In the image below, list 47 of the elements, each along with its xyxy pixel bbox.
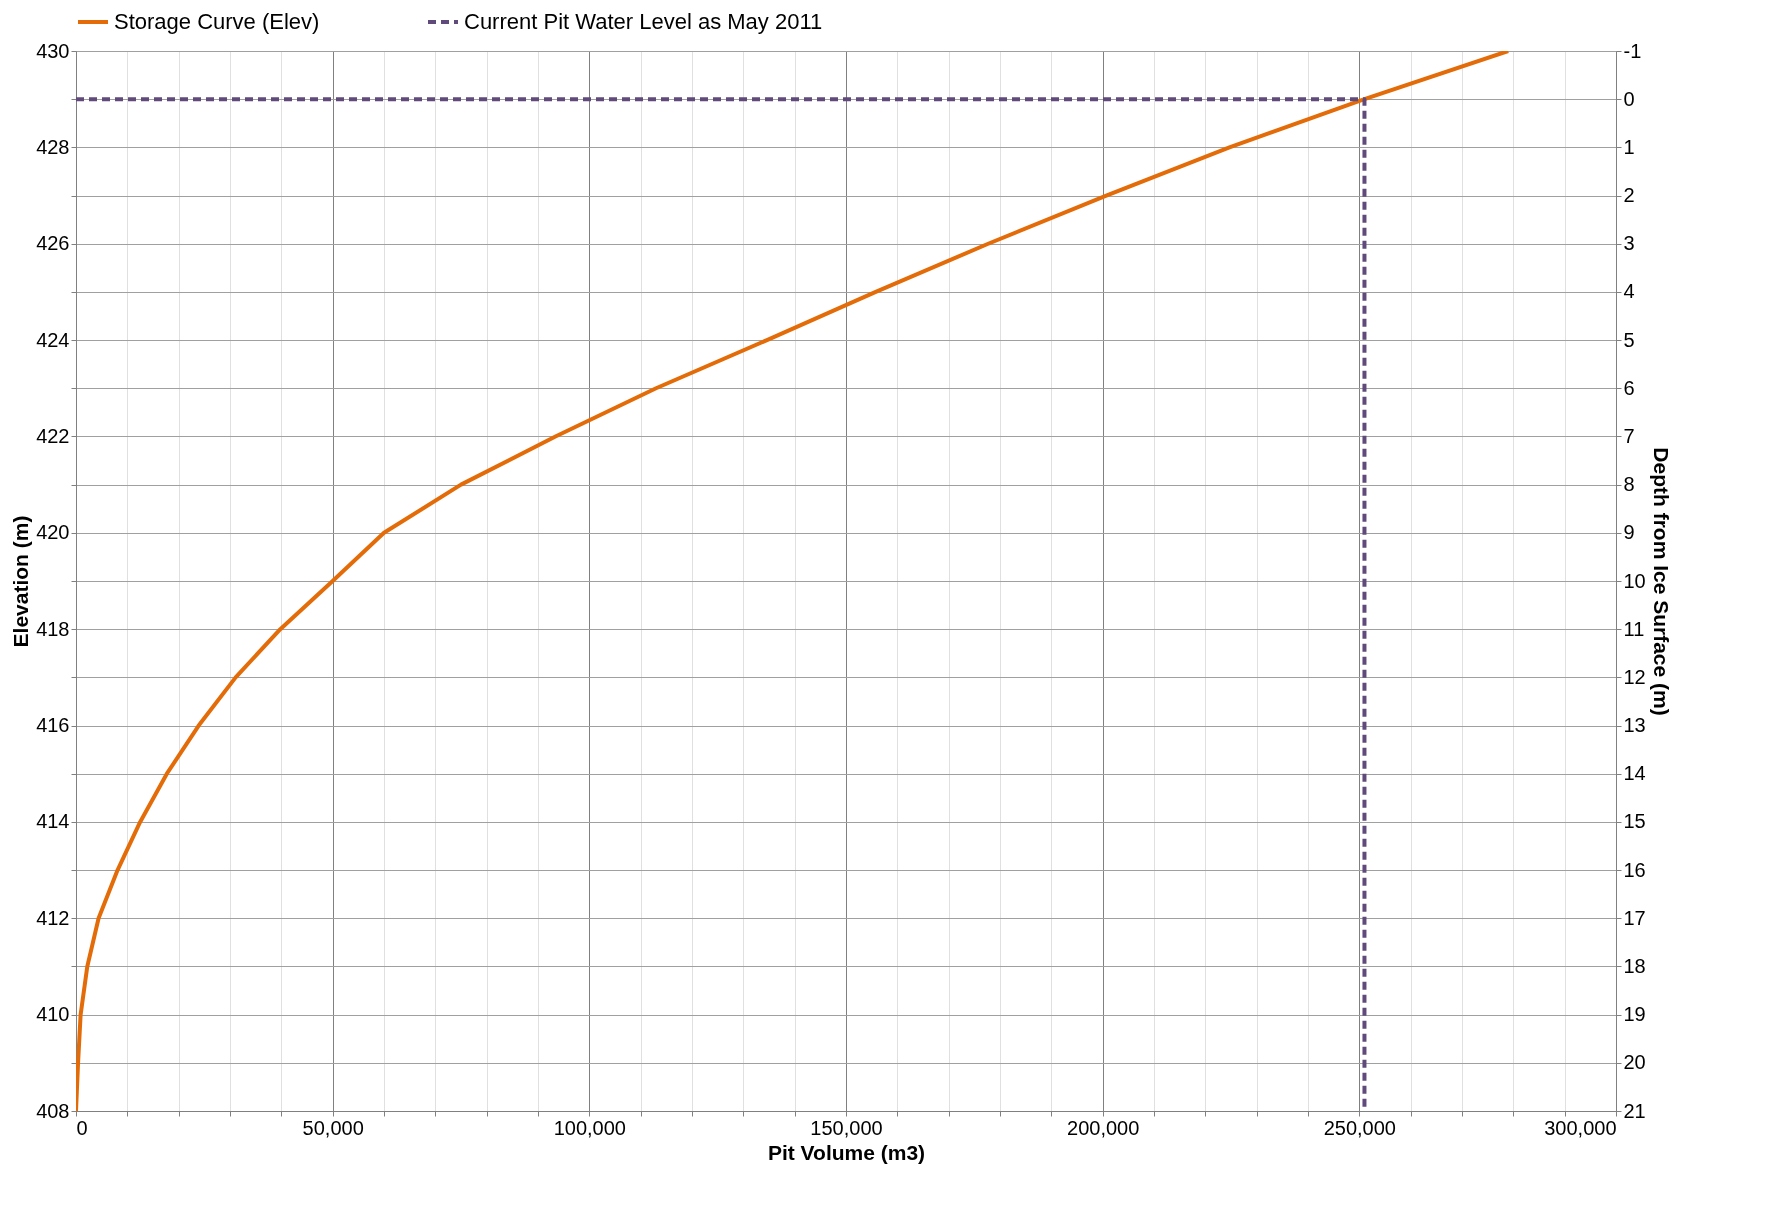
y-tick-label: 414 <box>36 810 70 833</box>
y2-tick-label: 18 <box>1623 954 1646 977</box>
legend-label: Current Pit Water Level as May 2011 <box>464 9 823 34</box>
y2-tick-label: 9 <box>1623 521 1635 544</box>
y2-tick-label: 8 <box>1623 473 1635 496</box>
y2-tick-label: 1 <box>1623 135 1635 158</box>
y-tick-label: 418 <box>36 617 70 640</box>
legend-label: Storage Curve (Elev) <box>114 9 320 34</box>
y2-tick-label: 12 <box>1623 665 1646 688</box>
y2-tick-label: 4 <box>1623 280 1635 303</box>
y2-tick-label: 7 <box>1623 424 1635 447</box>
y2-tick-label: 11 <box>1623 617 1645 640</box>
y2-tick-label: 0 <box>1623 87 1635 110</box>
y-tick-label: 422 <box>36 424 70 447</box>
y2-tick-label: 21 <box>1623 1099 1646 1122</box>
y-tick-label: 424 <box>36 328 70 351</box>
y-axis-title: Elevation (m) <box>9 515 33 648</box>
y2-tick-label: 13 <box>1623 714 1646 737</box>
y2-tick-label: 16 <box>1623 858 1646 881</box>
y2-tick-label: 20 <box>1623 1051 1646 1074</box>
y2-tick-label: 15 <box>1623 810 1646 833</box>
y2-tick-label: 19 <box>1623 1003 1646 1026</box>
x-tick-label: 200,000 <box>1067 1116 1140 1139</box>
y-tick-label: 416 <box>36 714 70 737</box>
y2-tick-label: 2 <box>1623 184 1635 207</box>
y-tick-label: 430 <box>36 39 70 62</box>
y2-tick-label: 6 <box>1623 376 1635 399</box>
y2-tick-label: 3 <box>1623 232 1635 255</box>
y2-tick-label: 14 <box>1623 762 1646 785</box>
y2-tick-label: 5 <box>1623 328 1635 351</box>
x-tick-label: 300,000 <box>1544 1116 1617 1139</box>
y-tick-label: 408 <box>36 1099 70 1122</box>
y2-tick-label: 17 <box>1623 906 1646 929</box>
y2-tick-label: 10 <box>1623 569 1646 592</box>
y-tick-label: 426 <box>36 232 70 255</box>
x-tick-label: 250,000 <box>1323 1116 1396 1139</box>
x-tick-label: 100,000 <box>553 1116 626 1139</box>
y2-axis-title: Depth from Ice Surface (m) <box>1649 447 1673 716</box>
x-tick-label: 50,000 <box>302 1116 364 1139</box>
y-tick-label: 410 <box>36 1003 70 1026</box>
x-axis-title: Pit Volume (m3) <box>767 1140 926 1164</box>
y2-tick-label: -1 <box>1623 39 1642 62</box>
x-tick-label: 150,000 <box>810 1116 883 1139</box>
y-tick-label: 412 <box>36 906 70 929</box>
y-tick-label: 428 <box>36 135 70 158</box>
y-tick-label: 420 <box>36 521 70 544</box>
x-tick-label: 0 <box>76 1116 88 1139</box>
